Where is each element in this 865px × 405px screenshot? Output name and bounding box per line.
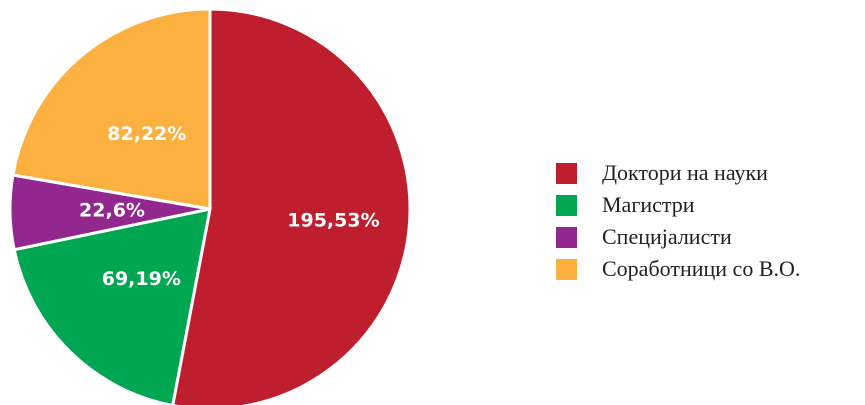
legend-item: Специјалисти	[556, 222, 800, 252]
chart-legend: Доктори на науки Магистри Специјалисти С…	[556, 158, 800, 286]
legend-swatch	[556, 226, 577, 248]
legend-label: Соработници со В.О.	[602, 256, 801, 281]
legend-item: Соработници со В.О.	[556, 254, 800, 284]
legend-swatch	[556, 194, 577, 216]
pie-slices	[8, 7, 412, 405]
pie-slice	[11, 7, 212, 211]
pie-data-label: 82,22%	[107, 123, 186, 145]
legend-label: Магистри	[602, 192, 695, 217]
legend-label: Специјалисти	[602, 224, 732, 249]
pie-data-label: 69,19%	[102, 268, 181, 290]
legend-item: Доктори на науки	[556, 158, 800, 188]
legend-swatch	[556, 162, 577, 184]
pie-slice	[171, 7, 412, 405]
pie-data-label: 22,6%	[79, 200, 145, 222]
legend-item: Магистри	[556, 190, 800, 220]
legend-label: Доктори на науки	[602, 160, 768, 185]
pie-slice	[12, 207, 212, 405]
pie-data-labels: 195,53% 69,19% 22,6% 82,22%	[79, 123, 380, 290]
legend-swatch	[556, 258, 577, 280]
pie-data-label: 195,53%	[287, 210, 379, 232]
